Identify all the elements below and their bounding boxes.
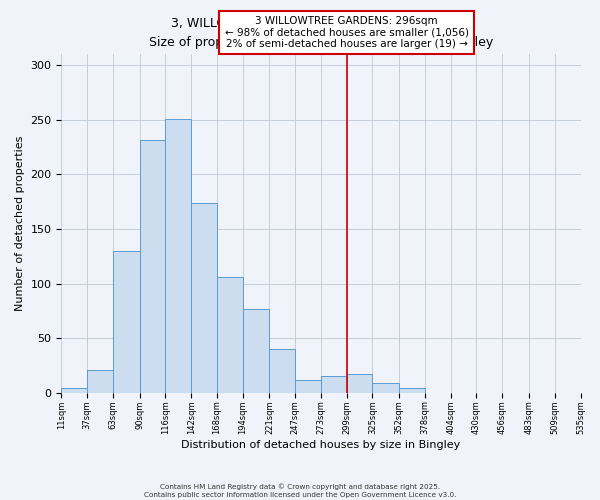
Bar bbox=[87, 370, 113, 393]
Bar bbox=[373, 383, 399, 393]
Bar bbox=[61, 388, 87, 393]
Bar bbox=[269, 349, 295, 393]
Text: 3 WILLOWTREE GARDENS: 296sqm
← 98% of detached houses are smaller (1,056)
2% of : 3 WILLOWTREE GARDENS: 296sqm ← 98% of de… bbox=[225, 16, 469, 49]
X-axis label: Distribution of detached houses by size in Bingley: Distribution of detached houses by size … bbox=[181, 440, 461, 450]
Bar bbox=[399, 388, 425, 393]
Y-axis label: Number of detached properties: Number of detached properties bbox=[15, 136, 25, 312]
Bar bbox=[166, 119, 191, 393]
Bar bbox=[295, 380, 321, 393]
Title: 3, WILLOWTREE GARDENS, BINGLEY, BD16 3HN
Size of property relative to detached h: 3, WILLOWTREE GARDENS, BINGLEY, BD16 3HN… bbox=[149, 17, 493, 49]
Bar bbox=[113, 251, 140, 393]
Bar bbox=[347, 374, 373, 393]
Bar bbox=[242, 309, 269, 393]
Text: Contains HM Land Registry data © Crown copyright and database right 2025.
Contai: Contains HM Land Registry data © Crown c… bbox=[144, 484, 456, 498]
Bar bbox=[191, 203, 217, 393]
Bar bbox=[321, 376, 347, 393]
Bar bbox=[140, 140, 166, 393]
Bar bbox=[217, 277, 242, 393]
